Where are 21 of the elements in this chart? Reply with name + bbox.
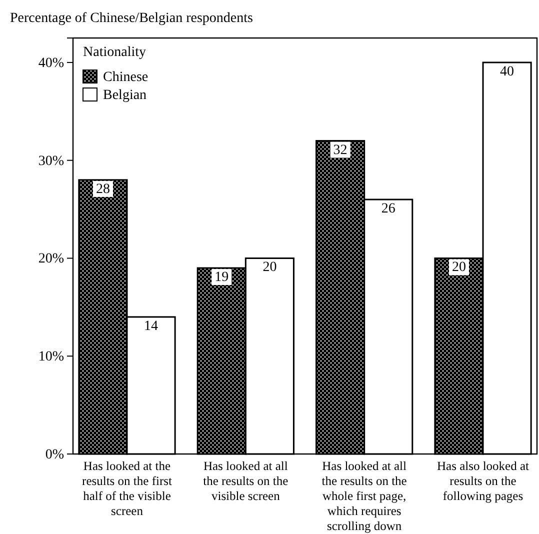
y-tick-label: 40%: [38, 56, 64, 71]
data-label: 32: [333, 142, 348, 158]
y-tick-label: 0%: [45, 447, 64, 462]
x-tick-label: Has looked at the results on the first half of the visible screen: [82, 459, 172, 518]
y-tick-label: 10%: [38, 350, 64, 365]
data-label: 19: [214, 270, 229, 286]
chart-title: Percentage of Chinese/Belgian respondents: [10, 11, 253, 26]
data-label: 26: [381, 202, 396, 217]
y-tick-label: 20%: [38, 252, 64, 267]
data-label: 40: [500, 64, 514, 80]
x-tick-label: Has looked at all the results on the visible screen: [203, 459, 289, 503]
data-label: 28: [96, 182, 110, 197]
y-tick-label: 30%: [38, 154, 64, 169]
legend-title: Nationality: [83, 45, 146, 60]
legend-label: Belgian: [103, 88, 147, 103]
data-label: 14: [144, 318, 158, 334]
legend-label: Chinese: [103, 70, 148, 85]
data-label: 20: [262, 260, 277, 276]
data-label: 20: [452, 260, 466, 276]
x-tick-label: Has looked at all the results on the whole first page, which requires scrolling down: [322, 459, 408, 533]
x-tick-label: Has also looked at results on the following pages: [437, 459, 530, 503]
